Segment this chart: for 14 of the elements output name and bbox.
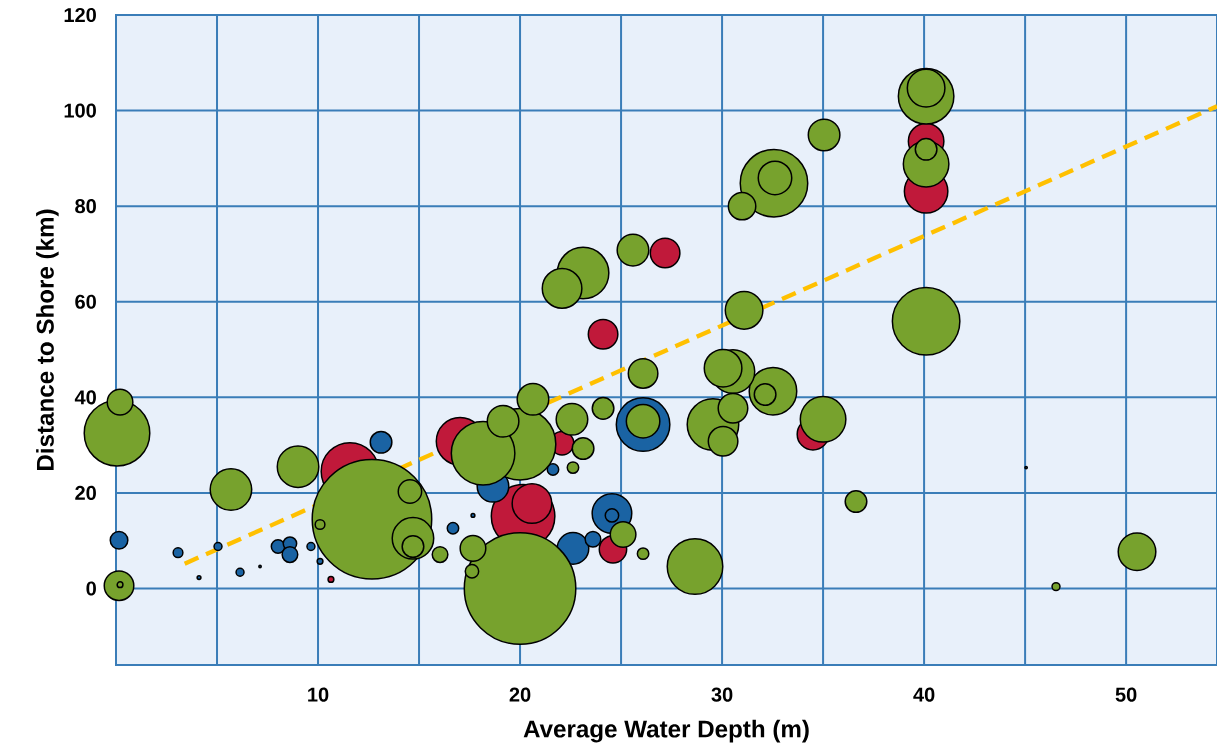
x-tick-label: 20: [509, 687, 531, 702]
x-tick-label: 40: [913, 687, 935, 702]
y-tick-label: 100: [64, 103, 96, 118]
y-tick-label: 120: [64, 7, 96, 23]
y-tick-label: 40: [74, 390, 96, 405]
y-tick-label: 60: [75, 294, 96, 309]
y-tick-label: 20: [75, 485, 96, 501]
x-tick-label: 50: [1115, 687, 1137, 702]
x-tick-label: 30: [711, 687, 733, 702]
y-axis-title: Distance to Shore (km): [36, 209, 59, 470]
y-tick-label: 80: [75, 199, 96, 214]
y-tick-label: 0: [86, 581, 96, 596]
x-tick-label: 10: [308, 687, 329, 702]
x-axis-title: Average Water Depth (m): [523, 719, 809, 743]
